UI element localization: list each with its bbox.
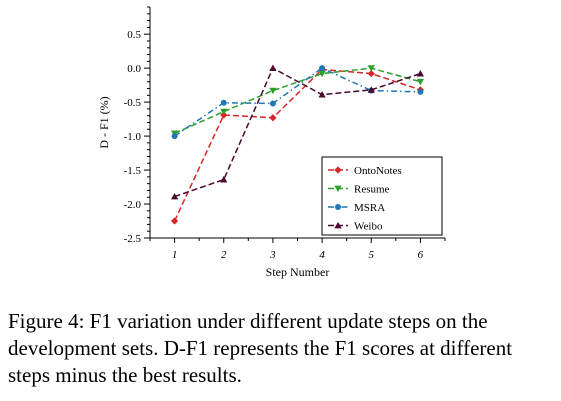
data-point: [220, 175, 228, 183]
data-point: [367, 69, 375, 78]
x-tick-label: 3: [269, 249, 276, 261]
data-point: [269, 100, 276, 107]
x-tick-label: 2: [221, 249, 227, 261]
data-point: [171, 133, 178, 140]
legend-marker: [334, 166, 342, 174]
data-point: [269, 64, 277, 72]
series-line: [174, 67, 421, 198]
data-point: [220, 108, 228, 116]
y-tick-label: -2.0: [124, 199, 142, 211]
series-weibo: [170, 64, 425, 200]
data-point: [416, 69, 425, 77]
x-tick-label: 1: [172, 249, 178, 261]
legend-marker: [334, 185, 342, 193]
series-resume: [170, 65, 425, 137]
data-point: [170, 217, 179, 225]
legend-entry: MSRA: [354, 202, 385, 214]
legend: OntoNotes Resume MSRA Weibo: [321, 156, 443, 236]
y-tick-label: 0.0: [127, 63, 141, 75]
y-tick-label: 0.5: [127, 29, 141, 41]
data-point: [319, 65, 326, 72]
x-tick-label: 4: [319, 249, 325, 261]
data-point: [367, 86, 375, 93]
data-point: [269, 114, 277, 122]
chart-axes: 0.5 0.0 -0.5 -1.0 -1.5 -2.0 -2.5 1 2 3 4 5 6: [124, 6, 446, 261]
data-point: [318, 91, 326, 98]
series-line: [173, 68, 421, 222]
series-line: [174, 67, 421, 137]
y-tick-label: -2.5: [124, 233, 142, 245]
y-tick-label: -1.0: [124, 131, 142, 143]
figure-caption: Figure 4: F1 variation under different u…: [8, 309, 513, 387]
legend-marker: [335, 204, 341, 210]
series-layer: [170, 64, 425, 225]
x-tick-label: 6: [418, 249, 424, 261]
data-point: [170, 192, 179, 200]
x-tick-label: 5: [369, 249, 375, 261]
y-axis-label: D - F1 (%): [97, 96, 111, 148]
data-point: [416, 78, 425, 86]
series-msra: [171, 65, 424, 140]
legend-entry: Weibo: [354, 221, 383, 233]
y-tick-label: -1.5: [124, 165, 142, 177]
x-axis-label: Step Number: [266, 265, 330, 279]
data-point: [367, 65, 375, 72]
data-point: [417, 88, 424, 95]
data-point: [220, 99, 227, 106]
legend-marker: [334, 221, 342, 229]
data-point: [269, 87, 277, 95]
line-chart: 0.5 0.0 -0.5 -1.0 -1.5 -2.0 -2.5 1 2 3 4 5 6 OntoNot…: [97, 6, 446, 279]
y-tick-label: -0.5: [124, 97, 142, 109]
data-point: [318, 70, 326, 78]
legend-entry: OntoNotes: [354, 165, 402, 177]
legend-entry: Resume: [354, 184, 390, 196]
series-line: [174, 67, 421, 135]
